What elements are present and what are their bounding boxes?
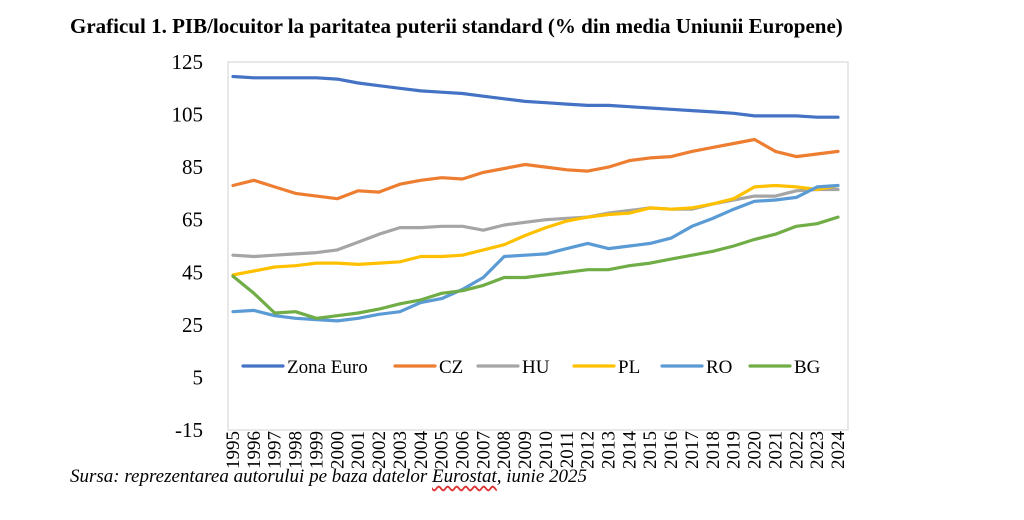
source-text: Sursa: reprezentarea autorului pe baza d… (70, 466, 433, 487)
x-tick-label: 2022 (786, 431, 807, 469)
legend: Zona Euro CZ HU PL RO BG (241, 357, 821, 378)
x-tick-label: 2013 (599, 431, 620, 469)
legend-label: HU (522, 357, 550, 378)
x-tick-label: 1997 (265, 431, 286, 469)
x-tick-label: 2019 (724, 431, 745, 469)
source-eurostat: Eurostat (432, 466, 497, 487)
x-tick-label: 2014 (619, 431, 640, 470)
x-tick-label: 2016 (661, 431, 682, 469)
x-tick-label: 2011 (557, 431, 578, 468)
x-tick-label: 2020 (745, 431, 766, 469)
x-tick-label: 2002 (369, 431, 390, 469)
series-line-zona-euro (231, 74, 840, 119)
y-tick-label: 65 (182, 208, 203, 232)
series-line-pl (231, 183, 840, 277)
legend-label: RO (706, 357, 732, 378)
y-tick-label: 125 (172, 50, 204, 74)
x-tick-label: 2021 (765, 431, 786, 469)
y-axis-tick-labels: 125 105 85 65 45 25 5 -15 (172, 50, 204, 442)
x-tick-label: 2012 (578, 431, 599, 469)
source-date: , iunie 2025 (496, 466, 588, 487)
legend-label: CZ (439, 357, 463, 378)
y-tick-label: 85 (182, 155, 203, 179)
plot-frame (227, 61, 849, 431)
legend-label: PL (618, 357, 640, 378)
x-tick-label: 2018 (703, 431, 724, 469)
legend-label: BG (794, 357, 821, 378)
x-tick-label: 2000 (327, 431, 348, 469)
x-tick-label: 1995 (223, 431, 244, 469)
x-tick-label: 2017 (682, 431, 703, 469)
x-tick-label: 2003 (390, 431, 411, 469)
series-line-hu (231, 187, 840, 259)
x-tick-label: 2009 (515, 431, 536, 469)
x-tick-label: 2005 (432, 431, 453, 469)
y-tick-label: 25 (182, 313, 203, 337)
x-tick-label: 2006 (452, 431, 473, 469)
x-tick-label: 2024 (828, 431, 849, 470)
x-tick-label: 2015 (640, 431, 661, 469)
y-tick-label: 5 (193, 365, 204, 389)
series-lines (231, 74, 840, 323)
y-tick-label: 105 (172, 103, 204, 127)
chart-title: Graficul 1. PIB/locuitor la paritatea pu… (70, 14, 843, 38)
y-tick-label: -15 (175, 418, 203, 442)
x-tick-label: 2008 (494, 431, 515, 469)
x-tick-label: 1998 (286, 431, 307, 469)
x-tick-label: 1996 (244, 431, 265, 469)
x-tick-label: 2023 (807, 431, 828, 469)
series-line-cz (231, 137, 840, 201)
x-tick-label: 1999 (306, 431, 327, 469)
legend-label: Zona Euro (287, 357, 368, 378)
y-tick-label: 45 (182, 260, 203, 284)
x-tick-label: 2007 (473, 431, 494, 469)
x-tick-label: 2004 (411, 431, 432, 470)
x-tick-label: 2010 (536, 431, 557, 469)
x-axis-tick-labels: 1995 1996 1997 1998 1999 2000 2001 2002 2003 2004… (223, 431, 849, 470)
series-line-bg (231, 215, 840, 320)
series-line-ro (231, 183, 840, 323)
x-tick-label: 2001 (348, 431, 369, 469)
source-note: Sursa: reprezentarea autorului pe baza d… (70, 466, 587, 488)
